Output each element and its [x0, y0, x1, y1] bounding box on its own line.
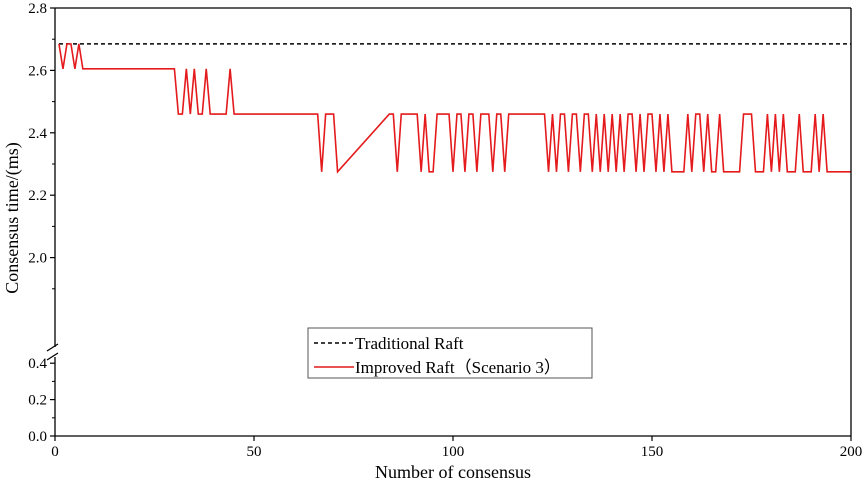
- x-axis-label: Number of consensus: [375, 462, 531, 482]
- x-tick-label: 50: [247, 444, 262, 460]
- axis-break-mark: [46, 343, 59, 352]
- y-tick-label: 0.2: [28, 393, 47, 409]
- y-tick-label: 0.4: [28, 356, 47, 372]
- series-line-improved-raft: [58, 43, 851, 174]
- series-layer: [58, 43, 851, 174]
- legend-label-traditional-raft: Traditional Raft: [355, 334, 464, 353]
- legend-label-improved-raft: Improved Raft（Scenario 3）: [355, 358, 561, 377]
- x-tick-label: 150: [641, 444, 664, 460]
- axes-layer: 0 50 100 150 200 2.0 2.2 2.4 2.6 2.8 0.0 0.2 0.4: [28, 1, 862, 460]
- y-tick-label: 2.4: [28, 126, 47, 142]
- x-tick-label: 0: [51, 444, 59, 460]
- axis-break-mark: [46, 352, 59, 361]
- y-tick-label: 2.2: [28, 188, 47, 204]
- x-tick-label: 200: [840, 444, 863, 460]
- y-tick-label: 2.6: [28, 63, 47, 79]
- y-tick-label: 2.0: [28, 251, 47, 267]
- y-tick-label: 0.0: [28, 429, 47, 445]
- x-tick-label: 100: [442, 444, 465, 460]
- y-tick-label: 2.8: [28, 1, 47, 17]
- legend: Traditional Raft Improved Raft（Scenario …: [307, 327, 593, 379]
- legend-box: [307, 327, 593, 379]
- y-axis-label: Consensus time/(ms): [2, 142, 23, 294]
